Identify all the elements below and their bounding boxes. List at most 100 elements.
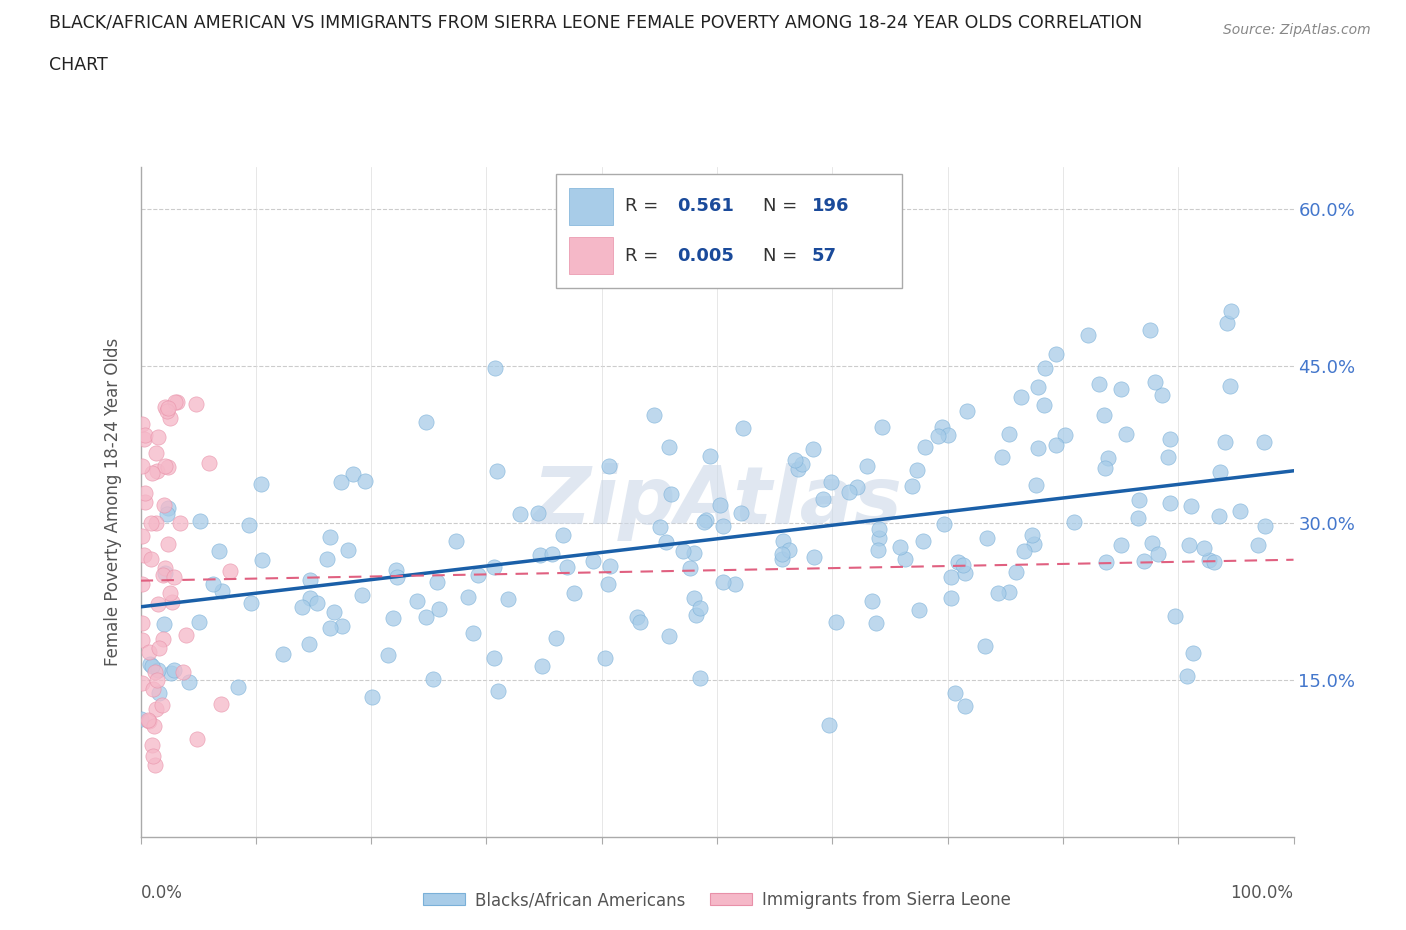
Point: [1146, 546, 1168, 561]
Point: [598, 458, 620, 473]
Point: [1144, 375, 1167, 390]
Point: [156, 507, 179, 522]
Point: [695, 512, 717, 527]
Point: [824, 615, 846, 630]
Point: [1005, 565, 1028, 579]
Point: [142, 749, 165, 764]
Point: [1139, 323, 1161, 338]
Point: [354, 473, 377, 488]
Point: [1126, 511, 1149, 525]
Point: [463, 626, 485, 641]
Point: [544, 631, 567, 645]
Text: 100.0%: 100.0%: [1230, 884, 1294, 902]
Point: [1109, 382, 1132, 397]
Point: [803, 550, 825, 565]
Point: [770, 551, 793, 566]
Point: [682, 591, 704, 605]
Point: [713, 519, 735, 534]
Point: [551, 528, 574, 543]
Point: [138, 713, 160, 728]
Point: [1219, 303, 1241, 318]
Point: [467, 568, 489, 583]
Point: [770, 546, 793, 561]
Point: [987, 586, 1010, 601]
Point: [186, 732, 208, 747]
Point: [785, 453, 807, 468]
Point: [148, 596, 170, 611]
Point: [153, 498, 176, 512]
Text: N =: N =: [763, 197, 803, 215]
Point: [152, 631, 174, 646]
Point: [724, 577, 747, 591]
Point: [846, 480, 869, 495]
Point: [870, 419, 893, 434]
Point: [484, 361, 506, 376]
Point: [1115, 427, 1137, 442]
Point: [429, 602, 451, 617]
Point: [1178, 538, 1201, 552]
Point: [384, 563, 406, 578]
Point: [150, 698, 173, 713]
Point: [159, 585, 181, 600]
Point: [582, 554, 605, 569]
Point: [1180, 498, 1202, 513]
Point: [129, 712, 152, 727]
Text: 0.561: 0.561: [676, 197, 734, 215]
Point: [202, 577, 225, 591]
Point: [134, 428, 156, 443]
Point: [350, 588, 373, 603]
Point: [818, 717, 841, 732]
Point: [169, 516, 191, 531]
Point: [1177, 669, 1199, 684]
Point: [152, 568, 174, 583]
Point: [337, 543, 360, 558]
Point: [157, 537, 180, 551]
Point: [562, 585, 585, 600]
Point: [271, 646, 294, 661]
Point: [531, 658, 554, 673]
Text: 0.005: 0.005: [676, 247, 734, 265]
Point: [146, 463, 169, 478]
Point: [1159, 496, 1181, 511]
Point: [153, 400, 176, 415]
Point: [659, 486, 682, 501]
Point: [868, 531, 890, 546]
Point: [811, 492, 834, 507]
Point: [733, 420, 755, 435]
Point: [1159, 432, 1181, 447]
Point: [1026, 379, 1049, 394]
Point: [1156, 449, 1178, 464]
Point: [953, 698, 976, 713]
Point: [377, 647, 399, 662]
Point: [1021, 527, 1043, 542]
Point: [927, 429, 949, 444]
Point: [939, 591, 962, 605]
Point: [134, 432, 156, 447]
Point: [865, 616, 887, 631]
Point: [142, 682, 165, 697]
Point: [482, 560, 505, 575]
Point: [1213, 435, 1236, 450]
Point: [654, 534, 676, 549]
Point: [184, 396, 207, 411]
Point: [820, 475, 842, 490]
Point: [598, 577, 620, 591]
Point: [146, 663, 169, 678]
Point: [319, 529, 342, 544]
Point: [914, 440, 936, 455]
Point: [682, 546, 704, 561]
Point: [599, 558, 621, 573]
Point: [157, 401, 180, 416]
Point: [131, 458, 153, 473]
Point: [148, 685, 170, 700]
Point: [860, 593, 883, 608]
Point: [141, 466, 163, 481]
Point: [141, 659, 163, 674]
Point: [486, 464, 509, 479]
Point: [482, 650, 505, 665]
Point: [134, 495, 156, 510]
Point: [1216, 315, 1239, 330]
Point: [998, 426, 1021, 441]
Point: [163, 663, 186, 678]
Point: [778, 542, 800, 557]
